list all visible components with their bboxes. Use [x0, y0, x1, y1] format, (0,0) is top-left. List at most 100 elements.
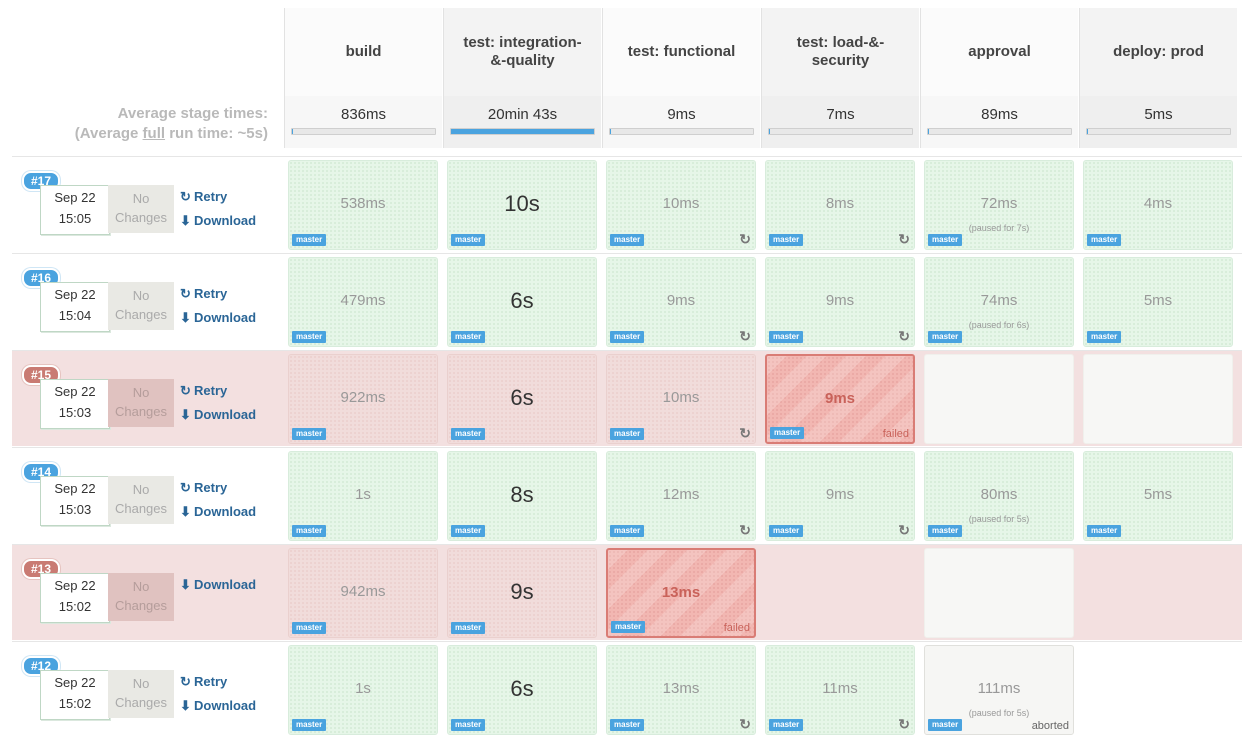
stage-cell[interactable]: 11ms master ↻ — [765, 645, 915, 735]
rerun-icon[interactable]: ↻ — [739, 716, 751, 732]
rerun-icon[interactable]: ↻ — [898, 522, 910, 538]
download-label: Download — [194, 213, 257, 228]
stage-cell[interactable]: 111ms (paused for 5s) master aborted — [924, 645, 1074, 735]
average-time-bar — [291, 128, 436, 135]
download-link[interactable]: ⬇ Download — [180, 407, 256, 423]
stage-cell[interactable]: 1s master — [288, 645, 438, 735]
stage-cell[interactable]: 9ms master ↻ — [765, 451, 915, 541]
stage-cell[interactable]: 9ms master ↻ — [606, 257, 756, 347]
stage-cell[interactable] — [1083, 354, 1233, 444]
build-number-badge[interactable]: #13 — [22, 559, 61, 579]
stage-cell[interactable]: 13ms master failed — [606, 548, 756, 638]
stage-cell[interactable]: 74ms (paused for 6s) master — [924, 257, 1074, 347]
stage-header[interactable]: test: integration-&-quality — [443, 8, 601, 96]
build-date-day: Sep 22 — [54, 578, 96, 593]
stage-cell[interactable]: 80ms (paused for 5s) master — [924, 451, 1074, 541]
stage-cell[interactable] — [924, 354, 1074, 444]
branch-badge: master — [451, 234, 486, 246]
stage-cell[interactable]: 10ms master ↻ — [606, 354, 756, 444]
download-link[interactable]: ⬇ Download — [180, 577, 256, 593]
download-link[interactable]: ⬇ Download — [180, 310, 256, 326]
download-link[interactable]: ⬇ Download — [180, 698, 256, 714]
no-changes-box[interactable]: No Changes — [108, 476, 174, 524]
stage-header[interactable]: deploy: prod — [1079, 8, 1237, 96]
no-changes-box[interactable]: No Changes — [108, 379, 174, 427]
rerun-icon[interactable]: ↻ — [898, 716, 910, 732]
branch-badge: master — [610, 428, 645, 440]
branch-badge: master — [611, 621, 646, 633]
no-changes-box[interactable]: No Changes — [108, 282, 174, 330]
branch-badge: master — [928, 331, 963, 343]
stage-cell[interactable]: 538ms master — [288, 160, 438, 250]
no-changes-box[interactable]: No Changes — [108, 670, 174, 718]
stage-cell[interactable]: 479ms master — [288, 257, 438, 347]
stage-cell[interactable]: 6s master — [447, 354, 597, 444]
branch-badge: master — [928, 234, 963, 246]
download-link[interactable]: ⬇ Download — [180, 504, 256, 520]
average-suffix: run time: ~5s) — [165, 125, 268, 142]
retry-label: Retry — [194, 189, 228, 204]
download-label: Download — [194, 310, 257, 325]
build-date-time: 15:05 — [58, 211, 92, 226]
stage-duration: 6s — [510, 288, 534, 313]
stage-cell[interactable]: 13ms master ↻ — [606, 645, 756, 735]
retry-link[interactable]: ↻ Retry — [180, 286, 227, 302]
stage-cell[interactable]: 72ms (paused for 7s) master — [924, 160, 1074, 250]
average-title-line2: (Average full run time: ~5s) — [0, 124, 268, 144]
no-changes-text: Changes — [114, 307, 168, 322]
rerun-icon[interactable]: ↻ — [898, 328, 910, 344]
stage-cell[interactable]: 10ms master ↻ — [606, 160, 756, 250]
retry-link[interactable]: ↻ Retry — [180, 674, 227, 690]
download-link[interactable]: ⬇ Download — [180, 213, 256, 229]
rerun-icon[interactable]: ↻ — [739, 425, 751, 441]
rerun-icon[interactable]: ↻ — [739, 522, 751, 538]
paused-note: (paused for 5s) — [968, 708, 1030, 718]
no-changes-text: No — [132, 482, 150, 497]
stage-cell[interactable]: 1s master — [288, 451, 438, 541]
retry-link[interactable]: ↻ Retry — [180, 189, 227, 205]
retry-link[interactable]: ↻ Retry — [180, 383, 227, 399]
build-date-day: Sep 22 — [54, 190, 96, 205]
stage-header[interactable]: approval — [920, 8, 1078, 96]
stage-cell[interactable]: 8ms master ↻ — [765, 160, 915, 250]
no-changes-text: Changes — [114, 210, 168, 225]
download-label: Download — [194, 504, 257, 519]
rerun-icon[interactable]: ↻ — [739, 231, 751, 247]
stage-cell[interactable] — [924, 548, 1074, 638]
stage-cell[interactable]: 942ms master — [288, 548, 438, 638]
stage-duration: 1s — [355, 680, 371, 697]
stage-status-text: failed — [882, 428, 909, 440]
stage-cell[interactable]: 8s master — [447, 451, 597, 541]
average-time-value: 7ms — [826, 106, 855, 123]
no-changes-box[interactable]: No Changes — [108, 573, 174, 621]
refresh-icon: ↻ — [180, 480, 191, 495]
average-time-bar — [609, 128, 754, 135]
refresh-icon: ↻ — [180, 286, 191, 301]
stage-cell[interactable]: 6s master — [447, 645, 597, 735]
stage-header[interactable]: build — [284, 8, 442, 96]
stage-cell[interactable]: 922ms master — [288, 354, 438, 444]
rerun-icon[interactable]: ↻ — [898, 231, 910, 247]
stage-cell[interactable]: 5ms master — [1083, 451, 1233, 541]
stage-cell[interactable]: 10s master — [447, 160, 597, 250]
rerun-icon[interactable]: ↻ — [739, 328, 751, 344]
stage-cell[interactable]: 9ms master failed — [765, 354, 915, 444]
stage-cell[interactable]: 9ms master ↻ — [765, 257, 915, 347]
full-run-link[interactable]: full — [142, 125, 166, 142]
download-icon: ⬇ — [180, 310, 191, 325]
stage-duration: 6s — [510, 676, 534, 701]
no-changes-box[interactable]: No Changes — [108, 185, 174, 233]
stage-cell[interactable]: 5ms master — [1083, 257, 1233, 347]
retry-link[interactable]: ↻ Retry — [180, 480, 227, 496]
average-time-bar-fill — [1087, 129, 1089, 134]
retry-label: Retry — [194, 674, 228, 689]
stage-header[interactable]: test: functional — [602, 8, 760, 96]
stage-header[interactable]: test: load-&-security — [761, 8, 919, 96]
average-stage-time: 836ms — [284, 96, 442, 148]
stage-cell[interactable]: 9s master — [447, 548, 597, 638]
stage-cell[interactable]: 12ms master ↻ — [606, 451, 756, 541]
stage-cell[interactable]: 4ms master — [1083, 160, 1233, 250]
stage-cell[interactable]: 6s master — [447, 257, 597, 347]
stage-duration: 9ms — [666, 292, 696, 309]
